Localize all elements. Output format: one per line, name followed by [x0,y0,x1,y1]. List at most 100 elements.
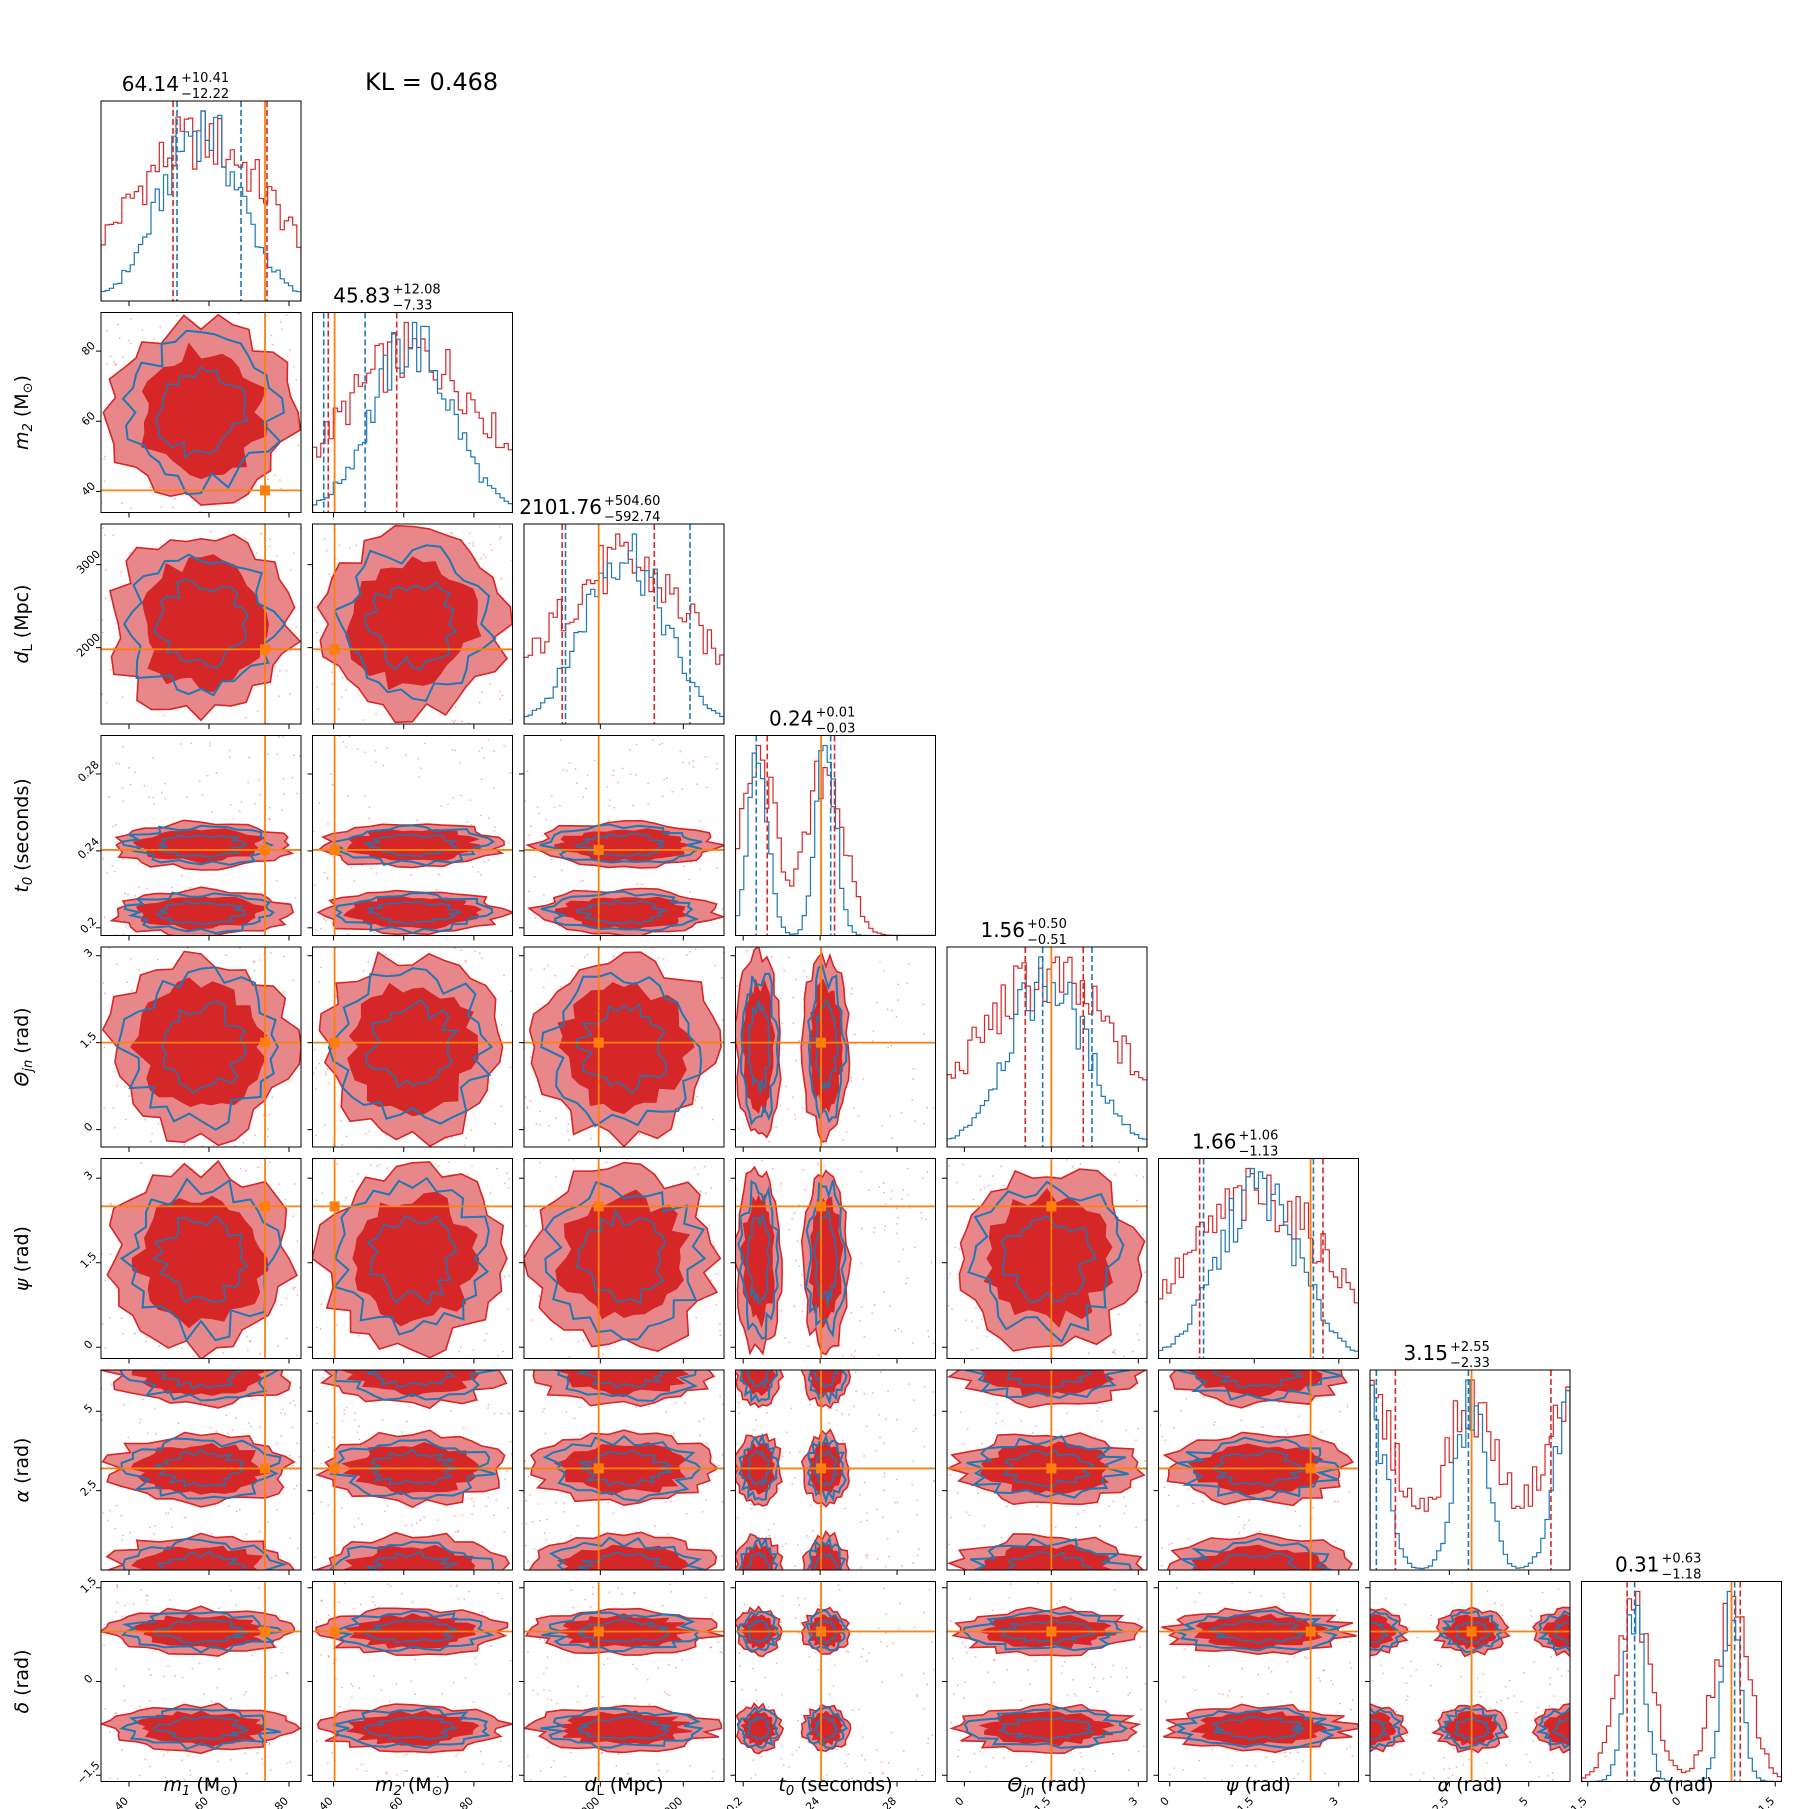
truth-marker [593,844,604,855]
scatter-point [338,735,341,738]
scatter-point [661,795,664,798]
scatter-point [916,1554,919,1557]
scatter-point [114,1668,117,1670]
scatter-point [354,1412,356,1415]
scatter-point [323,918,325,921]
scatter-point [791,1753,794,1756]
truth-marker [260,844,270,855]
x-tick-label: 40 [317,1794,336,1809]
scatter-point [1142,1176,1145,1178]
scatter-point [1337,1711,1339,1713]
scatter-point [527,1475,530,1478]
scatter-point [247,781,250,784]
scatter-point [115,1504,118,1507]
scatter-point [916,1693,919,1696]
scatter-point [338,544,341,547]
scatter-point [790,1407,793,1410]
y-tick-label: 0.2 [78,915,100,937]
contour-panel-t0-vs-m2 [307,735,513,941]
scatter-point [348,546,351,549]
truth-marker [816,1201,827,1212]
scatter-point [319,927,322,930]
contour-panel-delta-vs-m2: 40 60 80 [307,1581,513,1809]
scatter-point [255,552,258,555]
blue-contour-inner [156,1550,247,1570]
scatter-point [634,1592,637,1595]
scatter-point [247,1422,250,1424]
scatter-point [911,1483,914,1486]
scatter-point [1112,1500,1115,1503]
scatter-point [493,1514,496,1517]
scatter-point [478,952,481,955]
scatter-point [116,1584,118,1586]
scatter-point [973,1752,976,1755]
scatter-point [464,1677,467,1679]
scatter-point [115,762,118,764]
scatter-point [1248,1501,1251,1503]
scatter-point [451,719,454,722]
scatter-point [292,1288,295,1290]
scatter-point [507,1765,510,1767]
scatter-point [883,969,886,972]
scatter-point [378,1163,381,1166]
scatter-point [489,1645,492,1647]
histogram-alpha: 3.15 +2.55−2.33 [1369,1340,1571,1575]
scatter-point [528,834,531,837]
scatter-point [526,770,529,773]
scatter-point [736,1188,739,1190]
scatter-point [1227,1695,1229,1697]
scatter-point [908,1383,911,1386]
blue-contour-outer [540,1707,704,1749]
histogram-title-minus-psi: −1.13 [1239,1145,1279,1160]
blue-contour-inner [573,832,665,857]
scatter-point [542,986,545,989]
scatter-point [295,626,298,629]
scatter-point [150,1140,152,1143]
scatter-point [952,1693,955,1695]
blue-contour-outer [807,963,848,1124]
scatter-point [964,1646,967,1648]
scatter-point [1429,1684,1432,1687]
scatter-point [457,1597,460,1600]
scatter-point [781,1022,783,1025]
scatter-point [435,889,438,891]
scatter-point [1380,1664,1382,1667]
scatter-point [860,1520,862,1523]
blue-contour-outer [548,1536,708,1570]
scatter-point [613,806,616,809]
scatter-point [871,1312,874,1315]
scatter-point [654,1525,657,1528]
x-tick-label: 2.5 [1430,1794,1452,1809]
scatter-point [1028,1683,1031,1686]
scatter-point [845,1131,848,1133]
scatter-point [358,1687,361,1690]
scatter-point [1496,1701,1499,1704]
x-axis-label-m1: m1 (M⊙) [164,1774,239,1799]
scatter-point [292,1215,295,1218]
scatter-point [176,315,178,317]
scatter-point [1304,1656,1306,1658]
scatter-point [480,557,483,560]
scatter-point [526,1106,529,1108]
scatter-point [1320,1431,1323,1433]
contour-panel-delta-vs-alpha: 2.5 5 [1365,1581,1571,1809]
scatter-point [865,1556,868,1559]
scatter-point [248,756,251,759]
scatter-point [716,866,718,869]
scatter-point [323,871,326,874]
scatter-point [832,1685,835,1687]
scatter-point [1442,1756,1445,1759]
scatter-point [509,1440,512,1443]
blue-contour-outer [540,890,700,932]
blue-contour-inner [746,1370,772,1389]
scatter-point [895,1015,898,1018]
scatter-point [761,1159,763,1162]
panel-frame [312,1369,513,1571]
scatter-point [121,1539,124,1542]
scatter-point [498,538,501,541]
scatter-point [344,1582,346,1585]
scatter-point [246,1335,249,1338]
scatter-point [808,1403,811,1406]
scatter-point [1334,1500,1337,1503]
scatter-point [110,1383,113,1386]
